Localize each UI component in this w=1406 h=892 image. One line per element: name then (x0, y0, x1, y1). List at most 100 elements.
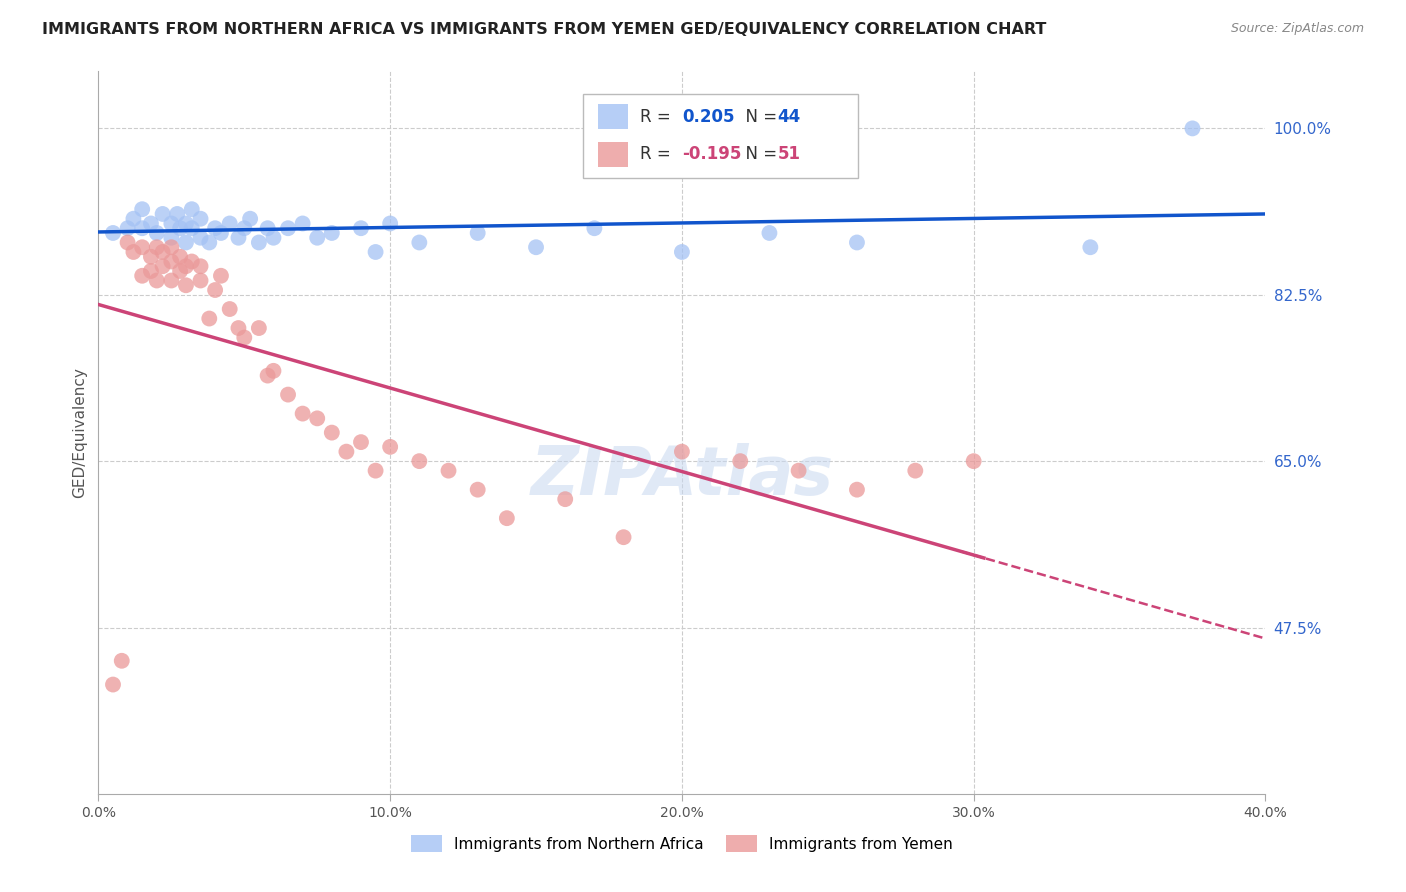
Point (228, 231, 250, 245)
Point (524, 240, 547, 254)
Point (247, 321, 270, 335)
Point (169, 221, 191, 235)
Point (160, 240, 183, 254)
Point (174, 217, 197, 231)
Point (111, 654, 134, 668)
Point (152, 244, 174, 259)
Point (307, 231, 329, 245)
Point (139, 217, 162, 231)
Point (146, 226, 169, 240)
Point (1080, 240, 1102, 254)
Point (291, 407, 314, 421)
Point (787, 464, 810, 478)
Point (146, 240, 169, 254)
Point (131, 202, 153, 217)
Text: 0.205: 0.205 (682, 108, 734, 126)
Point (209, 226, 232, 240)
Point (131, 221, 153, 235)
Point (256, 221, 278, 235)
Y-axis label: GED/Equivalency: GED/Equivalency (72, 368, 87, 498)
Point (101, 677, 124, 691)
Point (233, 221, 256, 235)
Point (730, 454, 752, 468)
Point (131, 268, 153, 283)
Point (758, 226, 780, 240)
Point (180, 202, 202, 217)
Point (190, 231, 212, 245)
Point (204, 221, 226, 235)
Point (198, 235, 221, 250)
Text: 51: 51 (778, 145, 800, 163)
Point (160, 231, 183, 245)
Point (131, 240, 153, 254)
Point (380, 217, 402, 231)
Text: N =: N = (735, 145, 783, 163)
Text: R =: R = (640, 108, 676, 126)
Point (198, 311, 221, 326)
Point (190, 273, 212, 287)
Point (117, 221, 139, 235)
Point (256, 368, 278, 383)
Point (350, 435, 373, 450)
Point (209, 268, 232, 283)
Point (180, 221, 202, 235)
Point (174, 235, 197, 250)
Point (166, 207, 188, 221)
Point (174, 259, 197, 273)
Point (233, 330, 256, 344)
Point (846, 235, 869, 250)
Point (467, 483, 489, 497)
Point (408, 454, 430, 468)
Point (218, 217, 240, 231)
Point (554, 492, 576, 507)
Text: -0.195: -0.195 (682, 145, 741, 163)
Point (583, 221, 606, 235)
Point (612, 530, 634, 544)
Text: Source: ZipAtlas.com: Source: ZipAtlas.com (1230, 22, 1364, 36)
Point (169, 264, 191, 278)
Point (350, 221, 373, 235)
Text: IMMIGRANTS FROM NORTHERN AFRICA VS IMMIGRANTS FROM YEMEN GED/EQUIVALENCY CORRELA: IMMIGRANTS FROM NORTHERN AFRICA VS IMMIG… (42, 22, 1046, 37)
Point (190, 259, 212, 273)
Point (496, 511, 519, 525)
Point (117, 235, 139, 250)
Point (437, 464, 460, 478)
Point (962, 454, 984, 468)
Point (262, 364, 284, 378)
Point (277, 387, 299, 401)
Point (204, 283, 226, 297)
Point (364, 244, 387, 259)
Point (321, 425, 343, 440)
Point (101, 226, 124, 240)
Text: ZIPAtlas: ZIPAtlas (530, 443, 834, 509)
Point (247, 235, 270, 250)
Text: N =: N = (735, 108, 783, 126)
Point (190, 211, 212, 226)
Text: 44: 44 (778, 108, 801, 126)
Point (307, 411, 329, 425)
Point (122, 211, 145, 226)
Point (139, 250, 162, 264)
Point (122, 244, 145, 259)
Point (291, 217, 314, 231)
Legend: Immigrants from Northern Africa, Immigrants from Yemen: Immigrants from Northern Africa, Immigra… (405, 829, 959, 858)
Point (139, 264, 162, 278)
Point (218, 301, 240, 316)
Point (239, 211, 262, 226)
Point (169, 250, 191, 264)
Point (174, 278, 197, 293)
Point (671, 244, 693, 259)
Point (408, 235, 430, 250)
Point (152, 207, 174, 221)
Point (146, 273, 169, 287)
Point (228, 321, 250, 335)
Point (152, 259, 174, 273)
Point (180, 254, 202, 268)
Point (160, 254, 183, 268)
Point (846, 483, 869, 497)
Point (364, 464, 387, 478)
Point (904, 464, 927, 478)
Point (467, 226, 489, 240)
Point (671, 444, 693, 458)
Point (1181, 121, 1204, 136)
